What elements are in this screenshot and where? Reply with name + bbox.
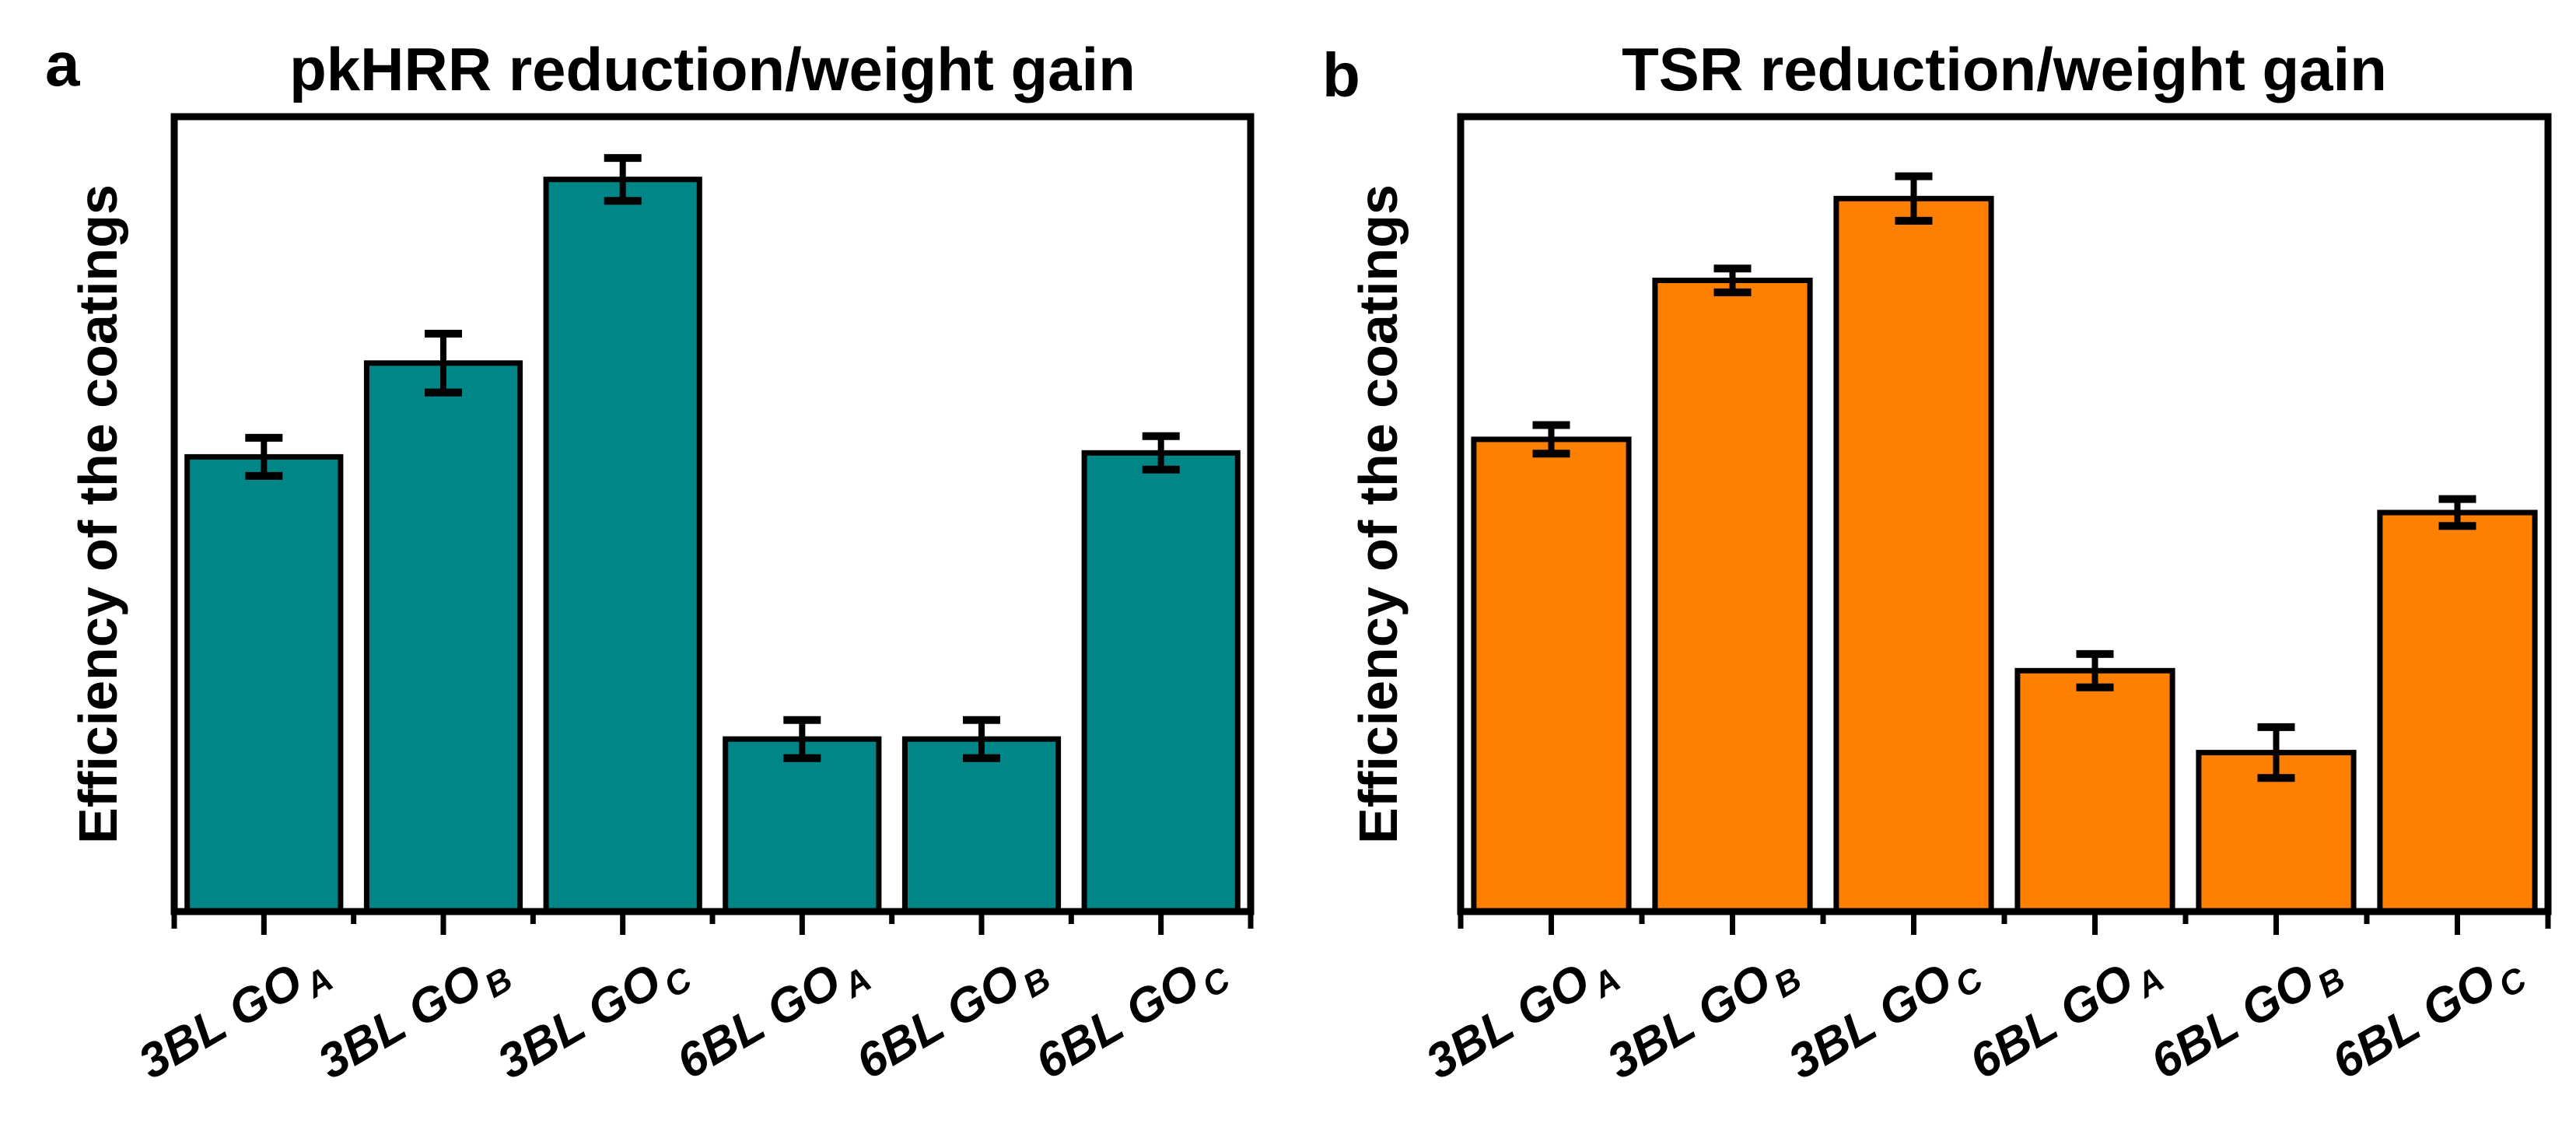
x-tick-label: 3BL GOB — [1598, 940, 1808, 1096]
x-tick-label: 3BL GOC — [488, 940, 698, 1097]
bar-3BL-GO-C — [1833, 195, 1994, 915]
bar-3BL-GO-B — [1652, 278, 1813, 915]
error-bar — [1532, 421, 1570, 458]
x-tick-label: 6BL GOA — [668, 940, 877, 1096]
error-bar — [425, 330, 462, 397]
bar-6BL-GO-B — [901, 736, 1062, 915]
x-tick-label: 6BL GOC — [1027, 940, 1237, 1097]
bar-3BL-GO-A — [1471, 436, 1632, 915]
bar-3BL-GO-C — [543, 177, 702, 915]
x-tick-label: 3BL GOB — [310, 940, 519, 1096]
error-bar — [1713, 264, 1752, 296]
x-tick-label: 3BL GOA — [1417, 940, 1626, 1096]
x-tick-label: 3BL GOA — [130, 940, 339, 1096]
panel-a-label: a — [45, 30, 80, 99]
plot-frame — [170, 113, 1255, 915]
panel-b-title: TSR reduction/weight gain — [1622, 35, 2387, 103]
error-bar — [783, 716, 821, 762]
bar-6BL-GO-A — [723, 736, 882, 915]
error-bar — [963, 716, 1000, 762]
error-bar — [245, 433, 283, 480]
panel-a-y-axis-label: Efficiency of the coatings — [68, 184, 128, 844]
error-bar — [1142, 432, 1180, 474]
plot-frame — [1457, 113, 2552, 915]
bar-3BL-GO-A — [184, 453, 344, 915]
panel-b-label: b — [1322, 40, 1360, 110]
error-bar — [2257, 723, 2295, 782]
bar-3BL-GO-B — [363, 360, 523, 915]
bar-6BL-GO-A — [2014, 667, 2175, 915]
x-tick-label: 6BL GOB — [848, 940, 1057, 1096]
panel-a: a pkHRR reduction/weight gain Efficiency… — [45, 30, 1255, 1097]
x-tick-label: 3BL GOC — [1780, 940, 1990, 1097]
x-tick-label: 6BL GOB — [2142, 940, 2351, 1096]
bar-6BL-GO-C — [1081, 450, 1241, 915]
bar-6BL-GO-C — [2377, 509, 2538, 915]
error-bar — [2438, 495, 2476, 530]
x-tick-label: 6BL GOA — [1961, 940, 2170, 1096]
error-bar — [2076, 649, 2114, 691]
error-bar — [1895, 172, 1933, 225]
error-bar — [604, 154, 642, 205]
panel-b: b TSR reduction/weight gain Efficiency o… — [1322, 35, 2552, 1097]
panel-b-y-axis-label: Efficiency of the coatings — [1348, 184, 1409, 844]
x-tick-label: 6BL GOC — [2323, 940, 2533, 1097]
panel-a-title: pkHRR reduction/weight gain — [289, 35, 1136, 103]
